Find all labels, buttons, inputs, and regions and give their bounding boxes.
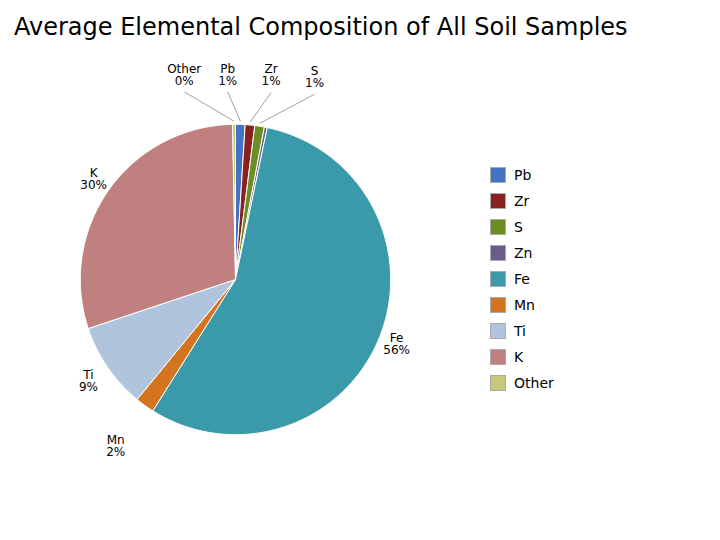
html-text:Pb: Pb <box>514 167 532 183</box>
html-text:Ti: Ti <box>514 323 526 339</box>
svg-text:Zr1%: Zr1% <box>262 62 281 88</box>
html-text:S: S <box>514 219 523 235</box>
svg-text:K30%: K30% <box>80 166 107 192</box>
svg-text:Ti9%: Ti9% <box>79 367 98 393</box>
html-text:Other: Other <box>514 375 554 391</box>
svg-text:Fe56%: Fe56% <box>383 331 410 357</box>
svg-text:Other0%: Other0% <box>167 62 201 88</box>
html-text:Mn: Mn <box>514 297 535 313</box>
svg-text:Mn2%: Mn2% <box>106 432 125 458</box>
html-text:Fe: Fe <box>514 271 530 287</box>
svg-text:S1%: S1% <box>305 64 324 90</box>
html-text:Zr: Zr <box>514 193 530 209</box>
svg-text:Pb1%: Pb1% <box>218 62 237 88</box>
html-text:Average Elemental Composition: Average Elemental Composition of All Soi… <box>14 13 628 41</box>
html-text:Zn: Zn <box>514 245 533 261</box>
html-text:K: K <box>514 349 524 365</box>
